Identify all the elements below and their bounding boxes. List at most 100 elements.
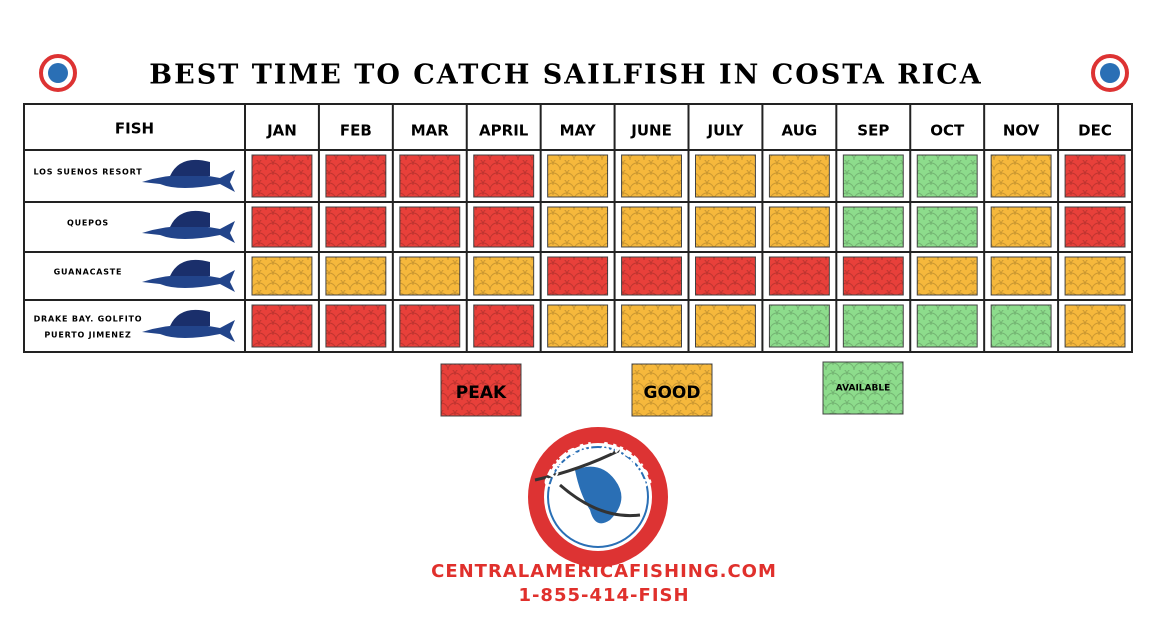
table-border [23,103,1133,353]
cell-scales [769,305,830,347]
month-cell [399,256,461,296]
header-cell: AUG [782,122,818,140]
header-cell: MAR [411,122,450,140]
month-cell [1064,304,1126,348]
cell-scales [547,207,608,247]
month-cell [990,304,1052,348]
month-cell [768,256,830,296]
row-label: QUEPOS [67,219,109,228]
month-cell [695,256,756,296]
cell-scales [991,207,1052,247]
legend-scales [632,364,712,416]
cell-scales [547,155,608,197]
legend: PEAK GOOD AVAILABLE [440,361,904,417]
cell-scales [843,305,904,347]
cell-scales [621,207,682,247]
cell-scales [1065,155,1125,197]
month-cell [768,154,830,198]
fish-body [142,270,235,292]
header-cell: MAY [560,122,597,140]
cell-scales [473,305,534,347]
legend-label: PEAK [456,383,507,403]
month-cell [251,206,313,248]
fish-icon [142,309,235,342]
month-cell [842,154,904,198]
month-cell [1064,256,1126,296]
cell-scales [843,257,904,295]
month-cell [473,304,535,348]
cell-scales [621,305,682,347]
header-cell: FISH [115,120,154,138]
website: CENTRALAMERICAFISHING.COM [431,561,777,582]
fish-sail [170,210,210,227]
month-cell [473,154,535,198]
month-cell [251,304,313,348]
cell-scales [325,305,386,347]
month-cell [547,304,609,348]
logo: CENTRAL AMERICA FISHING [528,427,668,567]
month-cell [990,154,1052,198]
cell-scales [769,257,830,295]
header-cell: JAN [266,122,297,140]
cell-scales [695,155,756,197]
cell-scales [991,305,1052,347]
phone: 1-855-414-FISH [518,585,689,606]
legend-label: AVAILABLE [836,384,890,394]
month-cell [399,304,461,348]
cell-scales [473,257,534,295]
month-cell [399,154,461,198]
cell-scales [695,305,756,347]
cell-scales [695,207,756,247]
header-cell: JULY [707,122,745,140]
month-cell [251,256,313,296]
cell-scales [917,155,978,197]
legend-label: GOOD [644,383,701,403]
cell-scales [252,207,312,247]
cell-scales [399,305,460,347]
row-label: DRAKE BAY. GOLFITO [34,315,143,324]
month-cell [990,206,1052,248]
cell-scales [621,155,682,197]
cell-scales [917,305,978,347]
header-cell: SEP [857,122,889,140]
month-cell [621,304,682,348]
cell-scales [325,207,386,247]
month-cell [547,256,609,296]
month-cell [473,206,535,248]
cell-scales [1065,305,1125,347]
month-cell [621,256,682,296]
cell-scales [843,155,904,197]
month-cell [916,154,978,198]
fish-sail [170,259,210,276]
month-cell [547,206,609,248]
cell-scales [473,207,534,247]
cell-scales [547,257,608,295]
logo-bottom-text: FISHING [566,524,630,548]
cell-scales [325,155,386,197]
month-cell [325,154,387,198]
cell-scales [769,155,830,197]
cell-scales [399,155,460,197]
month-cell [399,206,461,248]
header-cell: DEC [1078,122,1112,140]
month-cell [695,304,756,348]
row-label: PUERTO JIMENEZ [44,331,131,340]
cell-scales [252,257,312,295]
month-cell [990,256,1052,296]
month-cell [621,154,682,198]
month-cell [325,206,387,248]
cell-scales [1065,257,1125,295]
header-cell: NOV [1003,122,1040,140]
fish-icon [142,259,235,292]
cell-scales [1065,207,1125,247]
header-cell: FEB [340,122,372,140]
cell-scales [621,257,682,295]
month-cell [768,206,830,248]
header-cell: OCT [930,122,965,140]
fish-body [142,170,235,192]
month-cell [916,256,978,296]
fish-body [142,221,235,243]
month-cell [768,304,830,348]
cell-scales [252,155,312,197]
